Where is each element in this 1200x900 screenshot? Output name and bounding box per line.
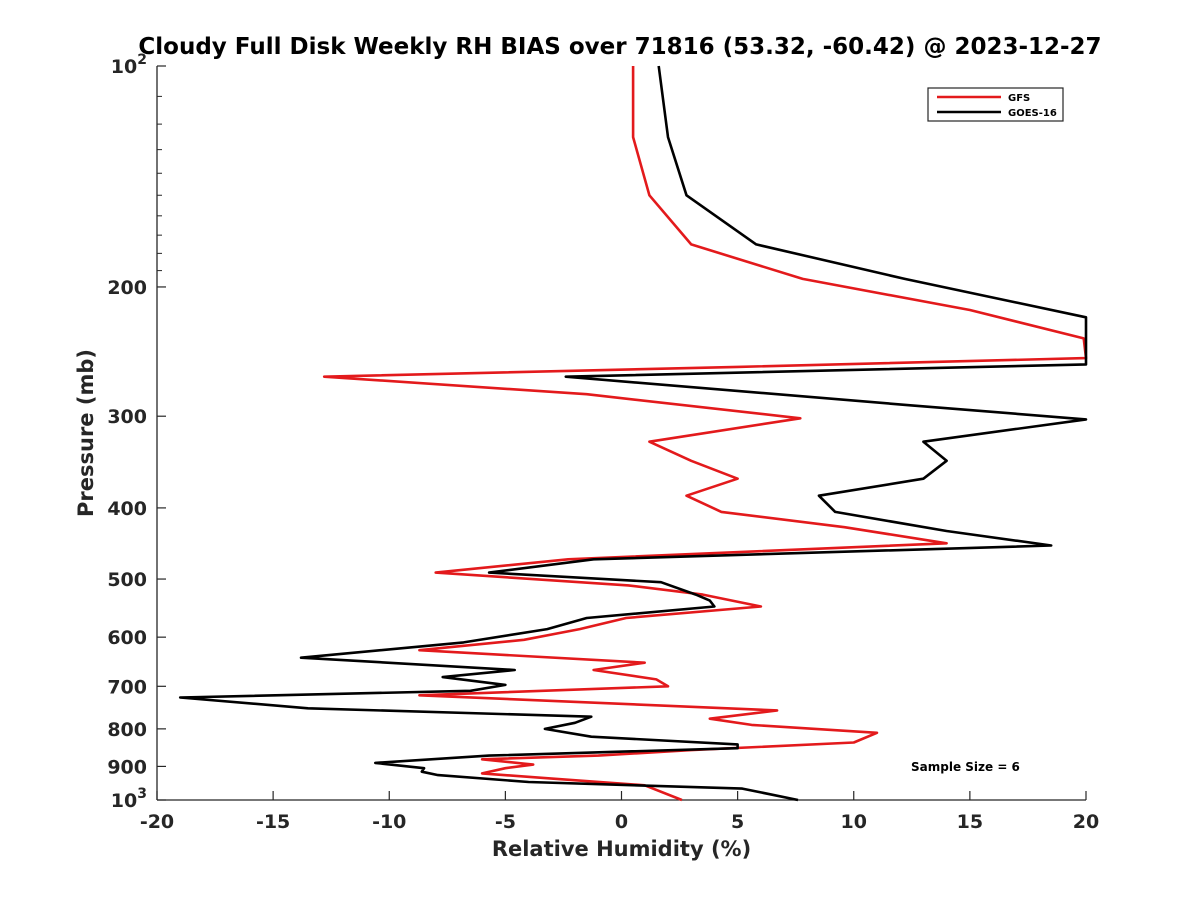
x-tick-label: -10 [372, 811, 406, 833]
x-tick-label: 20 [1073, 811, 1099, 833]
series-lines [178, 65, 1088, 802]
x-tick-label: -5 [495, 811, 516, 833]
x-tick-label: 5 [731, 811, 744, 833]
y-tick-label: 900 [107, 756, 147, 778]
legend-box [927, 87, 1064, 122]
axes: -20 -15 -10 -5 0 5 10 15 20102200300400500600700… [107, 52, 1099, 833]
series-line-goes-16 [178, 65, 1088, 802]
series-line-gfs [322, 66, 1088, 802]
chart-title: Cloudy Full Disk Weekly RH BIAS over 718… [138, 34, 1101, 60]
sample-size-annotation: Sample Size = 6 [911, 760, 1020, 774]
y-axis-label: Pressure (mb) [74, 349, 98, 517]
y-tick-label: 600 [107, 627, 147, 649]
x-tick-label: 15 [957, 811, 983, 833]
y-tick-base: 10 [111, 790, 137, 812]
legend-label: GOES-16 [1008, 108, 1057, 119]
y-tick-label: 200 [107, 277, 147, 299]
y-tick-label: 102 [111, 52, 147, 78]
x-axis-label: Relative Humidity (%) [492, 837, 751, 861]
y-tick-base: 10 [111, 56, 137, 78]
x-tick-label: -15 [256, 811, 290, 833]
y-tick-label: 400 [107, 498, 147, 520]
x-tick-label: 10 [841, 811, 867, 833]
y-tick-label: 300 [107, 406, 147, 428]
y-tick-label: 700 [107, 676, 147, 698]
y-tick-exponent: 3 [137, 786, 147, 802]
legend: GFS GOES-16 [927, 87, 1064, 122]
y-tick-label: 103 [111, 786, 147, 812]
y-tick-exponent: 2 [137, 52, 147, 68]
legend-label: GFS [1008, 93, 1030, 104]
x-tick-label: -20 [140, 811, 174, 833]
x-tick-label: 0 [615, 811, 628, 833]
y-tick-label: 800 [107, 719, 147, 741]
y-tick-label: 500 [107, 569, 147, 591]
